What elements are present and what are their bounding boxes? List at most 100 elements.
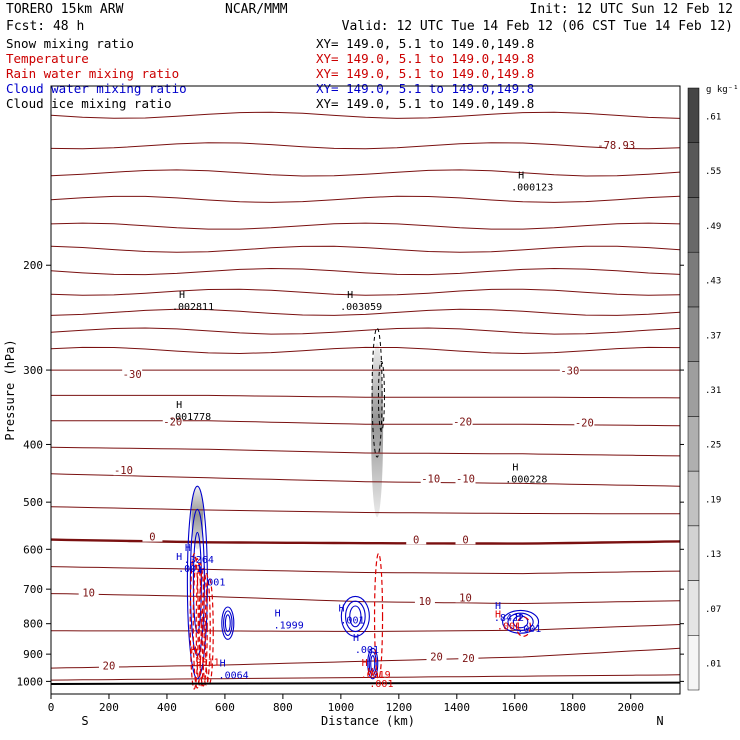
max-label: .001 xyxy=(178,564,202,575)
isotherm-label: -10 xyxy=(421,474,440,486)
y-tick-label: 900 xyxy=(23,648,43,661)
x-tick-label: 200 xyxy=(99,701,119,714)
x-tick-label: 1200 xyxy=(386,701,413,714)
isotherm-upper-10 xyxy=(51,346,680,355)
colorbar-segment xyxy=(687,251,700,308)
isotherm-label: 10 xyxy=(459,592,472,604)
colorbar-segment xyxy=(687,470,700,527)
max-marker: H xyxy=(338,603,344,614)
isotherm-label: -30 xyxy=(560,365,579,377)
x-tick-label: 1000 xyxy=(328,701,355,714)
colorbar-segment xyxy=(687,306,700,362)
rain-contour-0 xyxy=(189,552,199,690)
colorbar-segment xyxy=(687,416,700,472)
colorbar-segment xyxy=(687,580,700,636)
y-tick-label: 200 xyxy=(23,259,43,272)
init-label: Init: 12 UTC Sun 12 Feb 12 xyxy=(530,2,734,17)
colorbar-segment xyxy=(687,635,700,691)
isotherm-upper-2 xyxy=(51,169,680,177)
max-label: .001778 xyxy=(169,412,211,423)
y-tick-label: 800 xyxy=(23,618,43,631)
model-label: TORERO 15km ARW xyxy=(6,2,124,17)
isotherm-mid-1 xyxy=(51,446,680,457)
field-name: Temperature xyxy=(6,51,89,66)
isotherm-mid-4 xyxy=(51,624,680,633)
max-label: .001 xyxy=(517,624,541,635)
ground-line xyxy=(51,681,680,685)
y-tick-label: 700 xyxy=(23,583,43,596)
cloud-water-contour-2 xyxy=(345,600,366,633)
isotherm-upper-7 xyxy=(51,288,680,296)
isotherm-upper-3 xyxy=(51,195,680,203)
x-tick-label: 1400 xyxy=(444,701,471,714)
ice-contour-1 xyxy=(377,360,385,432)
max-label: .8422 xyxy=(494,613,524,624)
field-xy: XY= 149.0, 5.1 to 149.0,149.8 xyxy=(316,81,534,96)
field-name: Rain water mixing ratio xyxy=(6,66,179,81)
cloud-water-contour-0 xyxy=(192,531,202,634)
axes: Pressure (hPa) Distance (km) S N 2003004… xyxy=(3,259,684,728)
max-marker: H xyxy=(367,667,373,678)
isotherm-label: 10 xyxy=(82,588,95,600)
max-label: .001 xyxy=(355,645,379,656)
field-name: Cloud ice mixing ratio xyxy=(6,96,172,111)
max-marker: H xyxy=(362,658,368,669)
max-marker: H xyxy=(275,608,281,619)
colorbar-tick-label: .49 xyxy=(705,222,721,232)
isotherm-label: 0 xyxy=(462,534,468,546)
fcst-label: Fcst: 48 h xyxy=(6,19,84,34)
max-label: .000123 xyxy=(511,182,553,193)
field-xy: XY= 149.0, 5.1 to 149.0,149.8 xyxy=(316,51,534,66)
x-end-label-left: S xyxy=(81,714,88,728)
max-marker: H xyxy=(512,462,518,473)
max-label: .001 xyxy=(201,577,225,588)
colorbar-tick-label: .25 xyxy=(705,441,721,451)
colorbar-tick-label: .37 xyxy=(705,331,721,341)
colorbar-tick-label: .19 xyxy=(705,495,721,505)
field-name: Snow mixing ratio xyxy=(6,36,134,51)
cloud-water-contour-2 xyxy=(349,605,362,628)
isotherm-label: -10 xyxy=(456,474,475,486)
colorbar: g kg⁻¹ .01 .07 .13 .19 .25 .31 .37 .43 .49 .55 .61 xyxy=(687,85,739,691)
max-marker: H xyxy=(353,633,359,644)
max-marker: H xyxy=(176,552,182,563)
rain-contour-0 xyxy=(201,572,211,686)
x-tick-label: 1600 xyxy=(502,701,529,714)
x-tick-label: 2000 xyxy=(617,701,644,714)
cloud-water-contour-1 xyxy=(224,614,231,633)
cloud-water-contour-3 xyxy=(367,647,379,680)
rain-contour-0 xyxy=(198,567,208,687)
max-marker: H xyxy=(495,601,501,612)
max-marker: H xyxy=(176,400,182,411)
max-label: .001 xyxy=(497,621,521,632)
x-tick-label: 1800 xyxy=(560,701,587,714)
rain-contour-0 xyxy=(195,562,205,688)
colorbar-tick-label: .07 xyxy=(705,605,721,615)
max-label: .3264 xyxy=(184,555,214,566)
isotherm-upper-6 xyxy=(51,267,680,276)
max-marker: H xyxy=(347,290,353,301)
isotherm-label: -78.93 xyxy=(597,140,635,152)
colorbar-segment xyxy=(687,197,700,253)
cloud-water-contour-3 xyxy=(370,655,376,673)
colorbar-tick-label: .13 xyxy=(705,550,721,560)
isotherm-label: 0 xyxy=(149,532,155,544)
isotherm-label: 20 xyxy=(462,653,475,665)
field-xy: XY= 149.0, 5.1 to 149.0,149.8 xyxy=(316,96,534,111)
colorbar-tick-label: .01 xyxy=(705,660,721,670)
cloud-water-contour-1 xyxy=(221,606,235,640)
colorbar-tick-label: .31 xyxy=(705,386,721,396)
isotherm-mid-2 xyxy=(51,506,680,515)
isotherm-upper-0 xyxy=(51,111,680,119)
max-marker: H xyxy=(185,543,191,554)
max-marker: H xyxy=(495,609,501,620)
y-axis-label: Pressure (hPa) xyxy=(3,339,17,440)
max-label: .000228 xyxy=(505,474,547,485)
plot-area: -78.93 -30 -30 -20 -20 -20 -10 -10 -10 0 0 0 10 10 10 2… xyxy=(50,85,681,695)
y-tick-label: 1000 xyxy=(17,675,44,688)
isotherm-label: -10 xyxy=(114,465,133,477)
colorbar-segment xyxy=(687,142,700,198)
max-marker: H xyxy=(199,565,205,576)
y-tick-label: 500 xyxy=(23,496,43,509)
